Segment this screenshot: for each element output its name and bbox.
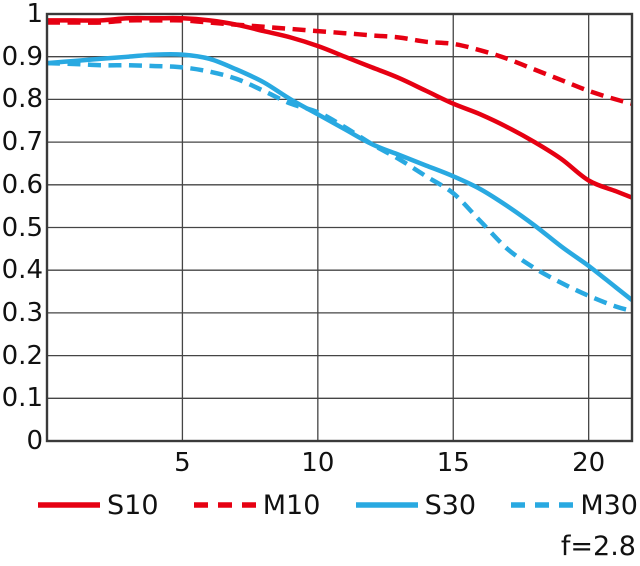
legend-item-s10: S10 — [38, 490, 159, 521]
curve-s10 — [47, 15, 632, 200]
legend-swatch-solid-line — [38, 502, 100, 508]
legend-swatch-solid-line — [355, 502, 418, 508]
y-tick-label: 0.4 — [1, 255, 43, 286]
curve-s30 — [47, 51, 632, 302]
legend-swatch-dashed-line — [193, 502, 256, 508]
x-tick-label: 10 — [301, 448, 335, 478]
y-tick-label: 0.9 — [1, 41, 43, 72]
x-tick-label: 20 — [572, 448, 606, 478]
y-tick-label: 0.6 — [1, 169, 43, 200]
chart-legend: S10 M10 S30 M30 — [38, 488, 638, 522]
plot-border — [45, 12, 634, 443]
y-tick-label: 0 — [26, 426, 43, 456]
y-tick-label: 0.8 — [1, 84, 43, 115]
y-tick-label: 0.5 — [1, 212, 43, 243]
legend-label: M10 — [262, 489, 321, 521]
curve-m10 — [47, 17, 632, 106]
y-tick-label: 0.7 — [1, 127, 43, 158]
y-tick-label: 0.3 — [1, 297, 43, 328]
legend-label: M30 — [580, 489, 638, 521]
y-tick-label: 1 — [26, 0, 43, 29]
legend-item-m10: M10 — [193, 489, 321, 521]
legend-label: S10 — [107, 489, 159, 521]
legend-swatch-dashed-line — [511, 502, 574, 508]
legend-item-s30: S30 — [355, 489, 477, 521]
legend-label: S30 — [424, 489, 477, 521]
x-tick-label: 15 — [436, 448, 470, 478]
x-tick-label: 5 — [174, 448, 191, 478]
legend-item-m30: M30 — [511, 490, 638, 521]
curve-m30 — [47, 60, 632, 313]
aperture-label: f=2.8 — [560, 531, 636, 562]
y-tick-label: 0.2 — [1, 340, 43, 371]
y-tick-label: 0.1 — [1, 383, 43, 414]
